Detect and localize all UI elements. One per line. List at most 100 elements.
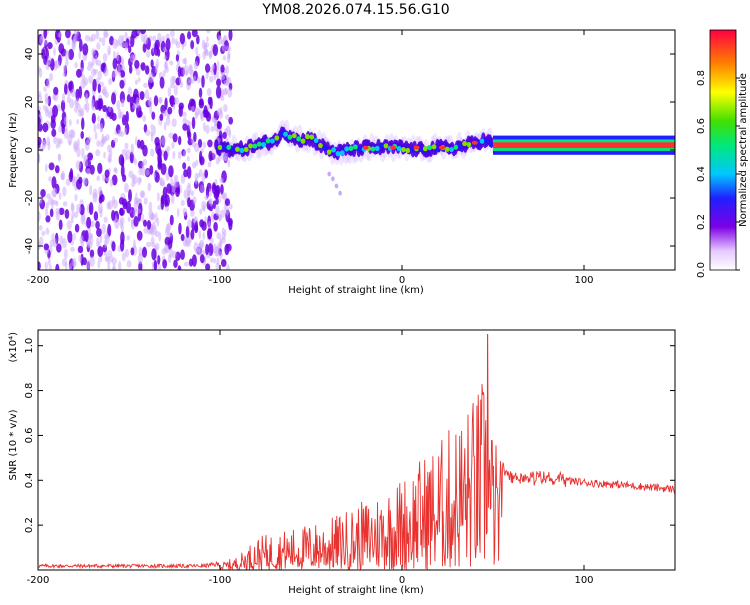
noise-blob	[165, 33, 170, 40]
noise-blob	[70, 88, 76, 98]
noise-blob	[60, 173, 64, 181]
noise-blob	[169, 214, 174, 226]
noise-blob	[72, 261, 77, 268]
noise-blob	[82, 43, 89, 56]
noise-blob	[143, 197, 148, 205]
noise-blob	[171, 37, 175, 45]
noise-blob	[187, 197, 191, 208]
noise-blob	[204, 169, 209, 179]
noise-blob	[68, 129, 74, 139]
ridge-blob	[217, 144, 223, 151]
noise-blob	[228, 203, 233, 210]
noise-blob	[126, 94, 131, 103]
noise-blob	[134, 136, 138, 147]
noise-blob	[97, 260, 101, 269]
spectrogram-xtick-label: 0	[399, 275, 405, 286]
noise-blob	[62, 186, 67, 197]
noise-blob	[216, 60, 220, 72]
noise-blob	[74, 223, 80, 233]
noise-blob	[188, 120, 192, 130]
noise-blob	[162, 69, 166, 77]
noise-blob	[38, 123, 43, 132]
noise-blob	[209, 237, 214, 245]
noise-blob	[156, 217, 160, 227]
noise-blob	[169, 30, 175, 38]
noise-blob	[62, 93, 66, 103]
noise-blob	[187, 131, 192, 140]
noise-blob	[77, 109, 84, 117]
noise-blob	[186, 155, 190, 162]
noise-blob	[145, 50, 151, 58]
noise-blob	[93, 68, 99, 75]
noise-blob	[97, 70, 102, 81]
noise-blob	[225, 45, 232, 52]
noise-blob	[128, 189, 132, 203]
ridge-blob	[221, 144, 227, 150]
noise-blob	[70, 216, 74, 224]
noise-blob	[133, 208, 137, 219]
snr-panel: -200 -100 0 100 0.2 0.4 0.6 0.8 1.0 Height of st…	[8, 329, 676, 596]
noise-blob	[60, 99, 66, 112]
noise-blob	[75, 179, 82, 190]
snr-xtick-label: -200	[27, 575, 50, 586]
noise-blob	[89, 164, 95, 175]
noise-blob	[208, 197, 213, 207]
noise-blob	[140, 62, 146, 71]
noise-blob	[205, 124, 210, 134]
noise-blob	[148, 201, 153, 212]
noise-blob	[154, 63, 159, 74]
snr-ytick-label: 1.0	[24, 338, 35, 354]
noise-blob	[226, 264, 230, 270]
ridge-blob	[348, 145, 354, 151]
noise-blob	[45, 206, 49, 217]
noise-blob	[121, 59, 125, 68]
noise-blob	[131, 217, 135, 227]
noise-blob	[227, 88, 233, 98]
noise-blob	[136, 230, 143, 241]
noise-blob	[187, 31, 192, 40]
noise-blob	[174, 97, 180, 105]
noise-blob	[66, 96, 71, 104]
noise-blob	[119, 111, 124, 119]
noise-blob	[126, 260, 132, 268]
noise-blob	[198, 245, 202, 256]
noise-blob	[207, 139, 213, 148]
noise-blob	[39, 236, 44, 247]
ridge-blob	[344, 146, 350, 152]
noise-blob	[53, 47, 56, 56]
noise-blob	[86, 259, 91, 268]
noise-blob	[118, 154, 125, 166]
spectrogram-ytick-label: 40	[24, 48, 35, 61]
noise-blob	[179, 76, 182, 85]
noise-blob	[117, 64, 121, 76]
noise-blob	[182, 238, 188, 247]
noise-blob	[213, 73, 217, 81]
noise-blob	[173, 259, 178, 269]
noise-blob	[170, 177, 173, 186]
noise-blob	[89, 184, 93, 196]
noise-blob	[49, 208, 54, 218]
noise-blob	[195, 247, 199, 254]
noise-blob	[83, 103, 88, 111]
noise-blob	[126, 235, 130, 241]
noise-blob	[189, 78, 195, 85]
noise-blob	[146, 219, 152, 230]
noise-blob	[176, 60, 181, 66]
noise-blob	[111, 92, 117, 105]
noise-blob	[84, 34, 91, 42]
noise-blob	[171, 141, 175, 149]
noise-blob	[111, 241, 116, 252]
noise-blob	[133, 216, 139, 227]
noise-blob	[49, 239, 55, 247]
noise-blob	[153, 95, 159, 107]
noise-blob	[118, 260, 122, 270]
noise-blob	[135, 96, 140, 107]
noise-blob	[45, 215, 51, 223]
noise-blob	[177, 135, 182, 146]
ridge-blob	[401, 146, 406, 153]
noise-blob	[215, 246, 221, 258]
noise-blob	[215, 197, 219, 205]
noise-blob	[52, 199, 58, 206]
noise-blob	[154, 242, 160, 251]
noise-blob	[67, 38, 71, 46]
